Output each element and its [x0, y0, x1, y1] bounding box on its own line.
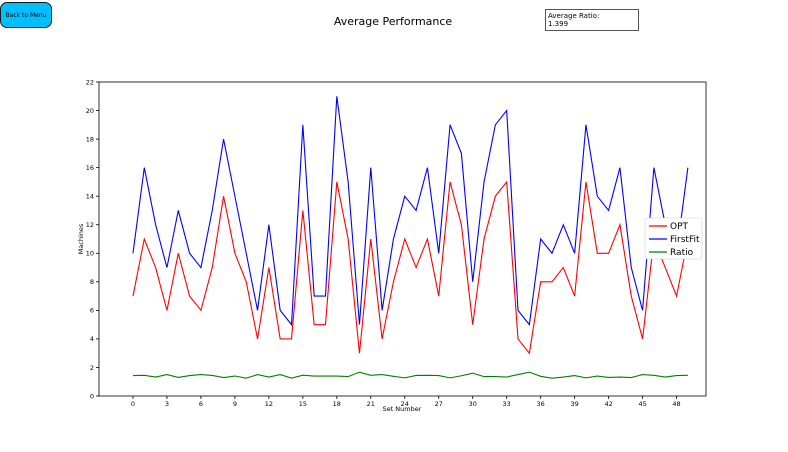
average-ratio-label: Average Ratio:: [548, 12, 600, 20]
series-line-opt: [132, 180, 689, 355]
series-line-ratio: [132, 371, 688, 379]
x-axis-label: Set Number: [383, 405, 422, 413]
y-tick-label: 10: [86, 250, 94, 258]
chart-title: Average Performance: [333, 15, 453, 28]
legend: OPT FirstFit Ratio: [644, 217, 703, 260]
y-tick-label: 4: [90, 335, 94, 343]
x-tick-label: 36: [537, 400, 545, 408]
y-tick-label: 6: [90, 307, 94, 315]
y-tick-label: 16: [86, 164, 94, 172]
y-tick-label: 8: [90, 278, 94, 286]
x-tick-label: 3: [165, 400, 169, 408]
legend-label-opt: OPT: [670, 222, 689, 232]
y-tick-label: 0: [90, 392, 94, 400]
x-tick-label: 27: [435, 400, 443, 408]
y-tick-label: 18: [86, 135, 94, 143]
x-tick-label: 24: [401, 400, 409, 408]
y-tick-label: 22: [86, 78, 94, 86]
average-ratio-value: 1.399: [548, 20, 569, 28]
x-tick-label: 15: [299, 400, 307, 408]
x-tick-label: 33: [503, 400, 511, 408]
y-axis-label: Machines: [77, 223, 85, 254]
series-line-firstfit: [132, 96, 689, 327]
y-tick-label: 2: [90, 364, 94, 372]
x-tick-label: 39: [570, 400, 578, 408]
series-lines: [132, 96, 689, 379]
y-tick-label: 14: [86, 192, 94, 200]
x-tick-label: 0: [131, 400, 135, 408]
legend-label-firstfit: FirstFit: [670, 235, 700, 245]
average-ratio-box: Average Ratio: 1.399: [545, 9, 639, 31]
y-tick-label: 12: [86, 221, 94, 229]
x-tick-label: 48: [672, 400, 680, 408]
x-tick-label: 45: [638, 400, 646, 408]
x-tick-label: 21: [367, 400, 375, 408]
y-tick-label: 20: [86, 107, 94, 115]
x-axis-ticks: 0 3 6 9 12 15 18 21 24 27 30 33 36 39 42 45 48: [131, 396, 681, 408]
legend-label-ratio: Ratio: [670, 248, 694, 258]
x-tick-label: 6: [199, 400, 203, 408]
y-axis-ticks: 0 2 4 6 8 10 12 14 16 18 20 22: [86, 78, 99, 400]
x-tick-label: 42: [604, 400, 612, 408]
plot-area-frame: [98, 81, 707, 397]
back-to-menu-button[interactable]: Back to Menu: [0, 2, 52, 28]
x-tick-label: 30: [469, 400, 477, 408]
x-tick-label: 12: [265, 400, 273, 408]
x-tick-label: 18: [333, 400, 341, 408]
x-tick-label: 9: [233, 400, 237, 408]
legend-box: [644, 217, 703, 260]
